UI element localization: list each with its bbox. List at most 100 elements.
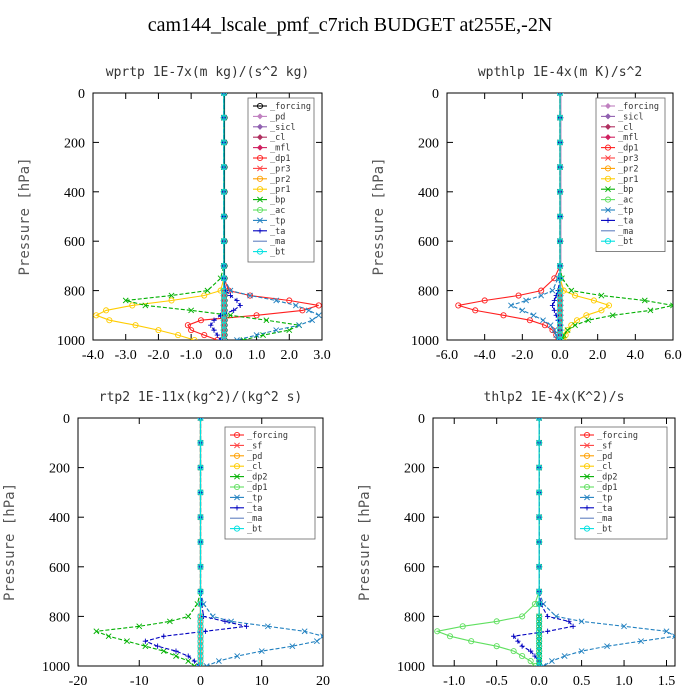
legend-marker bbox=[256, 102, 264, 110]
data-point bbox=[526, 317, 533, 324]
data-point bbox=[105, 633, 112, 640]
data-point bbox=[566, 618, 572, 624]
data-point bbox=[201, 292, 208, 299]
y-tick-label: 800 bbox=[404, 610, 425, 625]
x-tick-label: 20 bbox=[316, 674, 330, 689]
legend-marker bbox=[233, 525, 241, 532]
y-tick-label: 600 bbox=[418, 235, 439, 250]
data-point bbox=[197, 588, 204, 595]
data-point bbox=[468, 638, 475, 645]
data-point bbox=[273, 297, 280, 304]
legend-marker bbox=[256, 186, 264, 193]
y-tick-label: 0 bbox=[63, 412, 70, 427]
data-point bbox=[155, 643, 161, 649]
data-point bbox=[197, 514, 204, 521]
y-tick-label: 600 bbox=[64, 235, 85, 250]
legend-marker bbox=[583, 431, 591, 439]
plot-frame bbox=[92, 92, 323, 341]
legend-label: _dp1 bbox=[618, 144, 638, 154]
data-point bbox=[481, 297, 488, 304]
data-point bbox=[547, 322, 554, 329]
data-point bbox=[217, 337, 224, 340]
data-point bbox=[237, 302, 243, 309]
chart-panel-1: wprtp 1E-7x(m kg)/(s^2 kg) Pressure [hPa]… bbox=[17, 65, 331, 363]
panel-title: rtp2 1E-11x(kg^2)/(kg^2 s) bbox=[99, 390, 303, 405]
data-point bbox=[184, 322, 191, 329]
data-point bbox=[204, 287, 211, 294]
data-point bbox=[286, 327, 293, 334]
y-tick-label: 200 bbox=[404, 462, 425, 477]
y-tick-label: 0 bbox=[418, 412, 425, 427]
data-point bbox=[197, 489, 204, 496]
data-point bbox=[313, 638, 320, 645]
legend-marker bbox=[604, 175, 612, 182]
x-tick-label: -4.0 bbox=[474, 348, 496, 363]
plot-frame bbox=[432, 417, 676, 667]
x-tick-label: 10 bbox=[255, 674, 269, 689]
legend-label: _bt bbox=[597, 525, 612, 535]
x-tick-label: 0 bbox=[197, 674, 204, 689]
legend-marker bbox=[256, 154, 264, 162]
legend-label: _mfl bbox=[618, 133, 638, 143]
series-line-dp1 bbox=[435, 418, 540, 666]
data-point bbox=[168, 297, 175, 304]
legend-marker bbox=[604, 196, 612, 203]
data-point bbox=[234, 297, 240, 304]
data-point bbox=[536, 418, 543, 422]
legend-label: _dp2 bbox=[597, 473, 617, 483]
data-point bbox=[536, 538, 543, 546]
y-tick-label: 600 bbox=[49, 561, 70, 576]
data-point bbox=[531, 600, 538, 608]
data-point bbox=[663, 628, 670, 635]
data-point bbox=[197, 538, 204, 546]
x-tick-label: -10 bbox=[130, 674, 149, 689]
y-tick-label: 800 bbox=[418, 285, 439, 300]
data-point bbox=[459, 623, 466, 630]
data-point bbox=[220, 238, 227, 245]
legend-label: _pr1 bbox=[618, 175, 638, 185]
data-point bbox=[132, 322, 139, 329]
data-point bbox=[142, 638, 148, 644]
legend: _forcing_sf_pd_cl_dp2_dp1_tp_ta_ma_bt bbox=[574, 426, 668, 540]
data-point bbox=[106, 317, 113, 324]
page-title: cam144_lscale_pmf_c7rich BUDGET at255E,-… bbox=[147, 14, 553, 36]
legend-label: _ma bbox=[247, 514, 262, 524]
x-tick-label: 3.0 bbox=[313, 348, 331, 363]
legend-label: _tp bbox=[597, 493, 612, 503]
data-point bbox=[185, 613, 192, 620]
x-tick-label: -2.0 bbox=[511, 348, 533, 363]
legend-marker bbox=[234, 442, 240, 449]
legend-label: _pr2 bbox=[618, 164, 638, 174]
legend-label: _mfl bbox=[270, 144, 290, 154]
data-point bbox=[536, 464, 543, 471]
data-point bbox=[641, 297, 648, 304]
data-point bbox=[519, 653, 526, 660]
data-point bbox=[185, 653, 191, 659]
data-point bbox=[188, 327, 195, 334]
data-point bbox=[609, 312, 616, 319]
legend-label: _tp bbox=[247, 493, 262, 503]
data-point bbox=[605, 302, 613, 309]
data-point bbox=[160, 648, 167, 655]
data-point bbox=[510, 648, 517, 655]
data-point bbox=[536, 600, 543, 608]
data-point bbox=[570, 623, 576, 629]
data-point bbox=[604, 643, 610, 650]
legend-label: _ta bbox=[618, 216, 633, 226]
data-point bbox=[519, 613, 526, 620]
legend-marker bbox=[233, 483, 241, 491]
legend-label: _sicl bbox=[618, 112, 644, 122]
data-point bbox=[173, 653, 179, 659]
chart-panel-2: wpthlp 1E-4x(m K)/s^2 Pressure [hPa] 0 200 4… bbox=[371, 65, 682, 363]
data-point bbox=[647, 307, 654, 314]
data-point bbox=[500, 312, 507, 319]
legend-label: _dp1 bbox=[597, 483, 617, 493]
x-tick-label: 2.0 bbox=[281, 348, 299, 363]
legend-marker bbox=[256, 206, 264, 214]
data-point bbox=[203, 663, 210, 666]
data-point bbox=[220, 262, 227, 269]
data-point bbox=[220, 213, 227, 220]
legend-marker bbox=[256, 113, 264, 120]
x-tick-label: 2.0 bbox=[589, 348, 607, 363]
